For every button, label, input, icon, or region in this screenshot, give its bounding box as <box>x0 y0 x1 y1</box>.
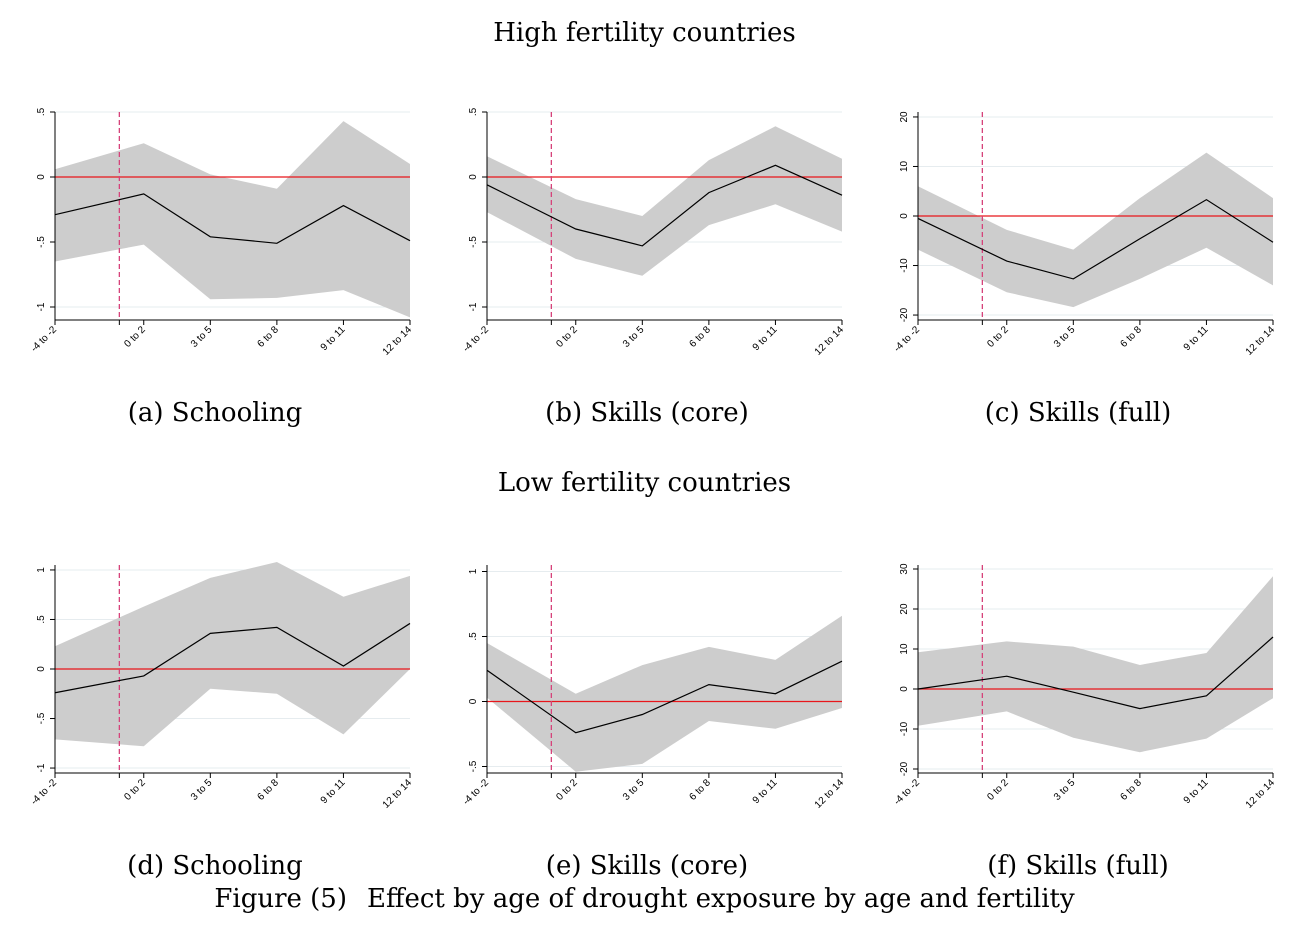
x-tick-label: 3 to 5 <box>1052 324 1078 350</box>
x-tick-label: 3 to 5 <box>1052 777 1078 803</box>
caption-e: (e) Skills (core) <box>545 851 749 881</box>
y-tick-label: -.5 <box>36 236 47 248</box>
chart-panel-d: -1 -.5 0 .5 1 -4 to -2 0 to 2 3 to 5 6 to 8 9 to … <box>29 562 415 811</box>
x-tick-label: 0 to 2 <box>122 324 148 350</box>
x-tick-label: 12 to 14 <box>381 324 415 358</box>
x-tick-label: -4 to -2 <box>29 324 59 354</box>
y-tick-label: 0 <box>899 213 910 219</box>
y-tick-label: 1 <box>36 567 47 573</box>
y-tick-label: 20 <box>899 111 910 123</box>
y-tick-label: 10 <box>899 160 910 172</box>
x-tick-label: 6 to 8 <box>688 324 714 350</box>
y-tick-label: -.5 <box>468 760 479 772</box>
y-tick-label: 30 <box>899 563 910 575</box>
x-tick-label: 6 to 8 <box>1119 324 1145 350</box>
y-tick-label: .5 <box>36 107 47 116</box>
x-tick-label: 0 to 2 <box>985 777 1011 803</box>
y-tick-label: .5 <box>468 632 479 641</box>
x-tick-label: 12 to 14 <box>813 324 847 358</box>
x-tick-label: 9 to 11 <box>319 777 348 806</box>
x-tick-label: 0 to 2 <box>985 324 1011 350</box>
x-tick-label: 0 to 2 <box>122 777 148 803</box>
y-tick-label: 0 <box>899 686 910 692</box>
caption-a: (a) Schooling <box>127 398 303 428</box>
x-tick-label: 3 to 5 <box>621 324 647 350</box>
y-tick-label: 0 <box>468 174 479 180</box>
y-tick-label: -20 <box>899 307 910 322</box>
x-tick-label: 3 to 5 <box>189 324 215 350</box>
caption-c: (c) Skills (full) <box>984 398 1172 428</box>
y-tick-label: 0 <box>36 666 47 672</box>
figure-caption-text: Effect by age of drought exposure by age… <box>367 884 1075 914</box>
x-tick-label: 9 to 11 <box>319 324 348 353</box>
y-tick-label: -1 <box>36 763 47 772</box>
x-tick-label: 12 to 14 <box>813 777 847 811</box>
y-tick-label: -1 <box>36 302 47 311</box>
x-tick-label: 6 to 8 <box>688 777 714 803</box>
chart-panel-f: -20 -10 0 10 20 30 -4 to -2 0 to 2 3 to 5 6 to 8 9… <box>892 563 1278 811</box>
estimate-line <box>917 198 1274 280</box>
estimate-line <box>486 164 843 247</box>
confidence-band <box>487 126 842 276</box>
confidence-band <box>918 152 1273 308</box>
confidence-band <box>918 576 1273 753</box>
x-tick-label: -4 to -2 <box>461 324 491 354</box>
y-tick-label: -1 <box>468 302 479 311</box>
y-tick-label: -20 <box>899 761 910 776</box>
confidence-band <box>55 562 410 747</box>
x-tick-label: 0 to 2 <box>554 777 580 803</box>
estimate-line <box>917 636 1274 710</box>
estimate-line <box>486 660 843 734</box>
figure-caption: Figure (5) Effect by age of drought expos… <box>0 884 1289 914</box>
x-tick-label: 9 to 11 <box>751 324 780 353</box>
x-tick-label: 12 to 14 <box>381 777 415 811</box>
chart-panel-a: -1 -.5 0 .5 -4 to -2 0 to 2 3 to 5 6 to 8 9 to 1… <box>29 107 415 358</box>
y-tick-label: -10 <box>899 721 910 736</box>
y-tick-label: 1 <box>468 568 479 574</box>
x-tick-label: 0 to 2 <box>554 324 580 350</box>
y-tick-label: 10 <box>899 643 910 655</box>
y-tick-label: 20 <box>899 603 910 615</box>
group-title-high-fertility: High fertility countries <box>493 18 796 48</box>
y-tick-label: .5 <box>468 107 479 116</box>
caption-f: (f) Skills (full) <box>987 851 1169 881</box>
estimate-line <box>54 193 411 244</box>
x-tick-label: 9 to 11 <box>1182 324 1211 353</box>
caption-b: (b) Skills (core) <box>545 398 749 428</box>
x-tick-label: -4 to -2 <box>461 777 491 807</box>
x-tick-label: 12 to 14 <box>1244 777 1278 811</box>
x-tick-label: 3 to 5 <box>621 777 647 803</box>
estimate-line <box>54 622 411 694</box>
x-tick-label: 9 to 11 <box>751 777 780 806</box>
x-tick-label: -4 to -2 <box>29 777 59 807</box>
x-tick-label: 3 to 5 <box>189 777 215 803</box>
y-tick-label: -10 <box>899 258 910 273</box>
chart-panel-e: -.5 0 .5 1 -4 to -2 0 to 2 3 to 5 6 to 8 9 to 11… <box>461 565 847 811</box>
y-tick-label: -.5 <box>36 712 47 724</box>
group-title-low-fertility: Low fertility countries <box>497 468 792 498</box>
y-tick-label: 0 <box>468 698 479 704</box>
caption-d: (d) Schooling <box>127 851 303 881</box>
x-tick-label: 6 to 8 <box>256 777 282 803</box>
x-tick-label: 6 to 8 <box>256 324 282 350</box>
x-tick-label: 6 to 8 <box>1119 777 1145 803</box>
x-tick-label: -4 to -2 <box>892 324 922 354</box>
y-tick-label: -.5 <box>468 236 479 248</box>
x-tick-label: 12 to 14 <box>1244 324 1278 358</box>
chart-panel-b: -1 -.5 0 .5 -4 to -2 0 to 2 3 to 5 6 to 8 9 to 1… <box>461 107 847 358</box>
confidence-band <box>55 121 410 318</box>
x-tick-label: 9 to 11 <box>1182 777 1211 806</box>
y-tick-label: .5 <box>36 615 47 624</box>
confidence-band <box>487 615 842 772</box>
chart-panel-c: -20 -10 0 10 20 -4 to -2 0 to 2 3 to 5 6 to 8 9 t… <box>892 111 1278 358</box>
x-tick-label: -4 to -2 <box>892 777 922 807</box>
y-tick-label: 0 <box>36 174 47 180</box>
figure-number: Figure (5) <box>214 884 347 914</box>
